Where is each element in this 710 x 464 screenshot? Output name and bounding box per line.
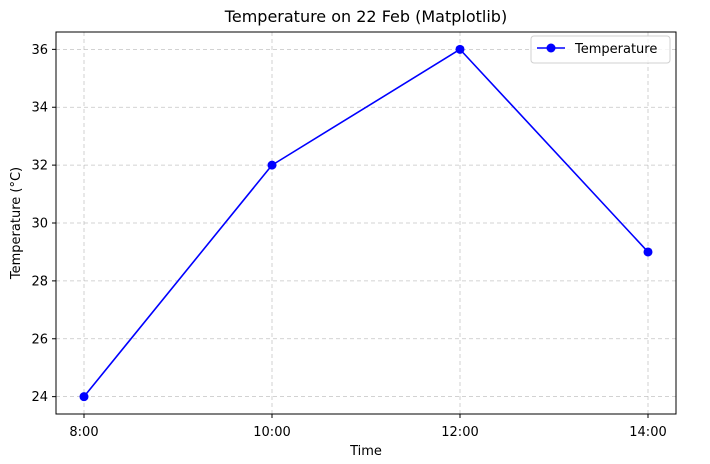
x-tick-label: 8:00 [69,425,98,440]
chart-title: Temperature on 22 Feb (Matplotlib) [224,7,507,26]
series-line-temperature [83,48,649,398]
x-tick-label: 10:00 [253,425,290,440]
legend-entry-temperature: Temperature [574,42,657,57]
y-tick-label: 36 [31,43,48,58]
y-axis: 24 26 28 30 32 34 36 [31,43,56,405]
data-point [455,44,465,54]
y-tick-label: 32 [31,159,48,174]
grid-lines [56,32,676,414]
y-tick-label: 30 [31,217,48,232]
data-point [267,160,277,170]
data-point [79,392,89,402]
legend-marker-swatch [546,43,556,53]
legend: Temperature [530,35,671,64]
x-axis-label: Time [349,444,382,459]
x-axis: 8:00 10:00 12:00 14:00 [69,414,667,440]
y-tick-label: 34 [31,101,48,116]
y-axis-label: Temperature (°C) [9,167,24,280]
x-tick-label: 14:00 [629,425,666,440]
series-group [79,44,653,402]
data-point [643,247,653,257]
y-tick-label: 26 [31,332,48,347]
y-tick-label: 28 [31,274,48,289]
legend-box [530,35,671,64]
x-tick-label: 12:00 [441,425,478,440]
y-tick-label: 24 [31,390,48,405]
